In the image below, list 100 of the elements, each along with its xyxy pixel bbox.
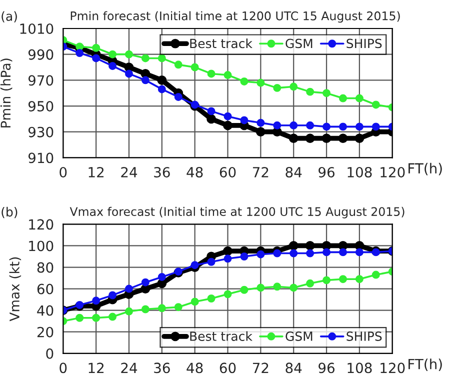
y-tick-label: 990 <box>28 49 54 60</box>
x-tick-label: 0 <box>60 166 67 178</box>
x-tick-label: 48 <box>186 166 203 178</box>
point <box>355 248 364 256</box>
point <box>124 307 133 316</box>
point <box>174 92 182 101</box>
point <box>174 303 182 312</box>
x-tick-label: 120 <box>380 166 405 178</box>
point <box>256 284 265 292</box>
point <box>158 54 166 62</box>
point <box>124 284 133 293</box>
point <box>338 94 347 102</box>
point <box>240 116 248 124</box>
point <box>290 284 298 292</box>
point <box>305 241 315 250</box>
point <box>354 134 364 144</box>
point <box>76 314 84 322</box>
point <box>355 275 364 284</box>
point <box>256 250 265 258</box>
x-tick-label: 48 <box>186 362 203 374</box>
point <box>224 254 232 263</box>
y-tick-label: 80 <box>37 262 54 273</box>
point <box>290 121 298 130</box>
point <box>322 276 331 284</box>
point <box>256 118 265 127</box>
point <box>306 121 314 130</box>
x-tick-label: 120 <box>380 362 405 374</box>
legend-label: Best track <box>190 331 252 341</box>
point <box>174 60 182 69</box>
point <box>141 76 150 84</box>
point <box>256 127 266 137</box>
x-tick-label: 36 <box>154 362 170 374</box>
point <box>92 54 100 62</box>
point <box>92 296 100 305</box>
y-tick-label: 930 <box>28 126 54 138</box>
x-axis-title: FT(h) <box>408 358 442 371</box>
y-axis-title: Pmin (hPa) <box>0 58 12 128</box>
point <box>206 114 216 124</box>
point <box>207 294 216 302</box>
legend-label: SHIPS <box>346 38 382 48</box>
x-tick-label: 24 <box>121 166 138 178</box>
point <box>108 50 117 58</box>
point <box>372 270 380 279</box>
point <box>124 70 133 78</box>
point <box>92 44 100 52</box>
point <box>207 70 216 78</box>
x-tick-label: 96 <box>318 166 334 178</box>
point <box>141 54 150 62</box>
legend-label: GSM <box>286 332 312 341</box>
point <box>338 134 348 144</box>
point <box>124 50 133 58</box>
x-tick-label: 84 <box>286 166 302 178</box>
legend-label: Best track <box>190 38 252 48</box>
point <box>158 304 166 312</box>
point <box>256 78 265 87</box>
point <box>158 85 166 94</box>
point <box>108 312 117 321</box>
point <box>290 82 298 91</box>
text: (a) <box>2 11 17 22</box>
point <box>157 75 167 85</box>
point <box>240 286 248 294</box>
point <box>108 291 117 300</box>
x-tick-label: 60 <box>220 362 236 374</box>
point <box>224 112 232 120</box>
point <box>306 88 314 96</box>
y-tick-label: 120 <box>29 219 54 230</box>
point <box>273 282 282 291</box>
point <box>288 134 298 144</box>
point <box>190 261 199 270</box>
point <box>355 122 364 131</box>
legend-label: SHIPS <box>346 332 382 341</box>
x-tick-label: 12 <box>88 166 104 178</box>
y-tick-label: 950 <box>28 100 54 112</box>
point <box>372 122 380 131</box>
point <box>141 305 150 314</box>
point <box>207 107 216 116</box>
point <box>207 258 216 266</box>
chart-title: Vmax forecast (Initial time at 1200 UTC 15 August 2015) <box>70 206 404 218</box>
point <box>190 63 199 72</box>
y-tick-label: 20 <box>37 326 54 338</box>
point <box>76 49 84 58</box>
point <box>338 122 347 131</box>
x-tick-label: 36 <box>154 166 170 178</box>
point <box>306 279 314 288</box>
point <box>223 246 232 256</box>
point <box>273 84 282 92</box>
y-tick-label: 60 <box>37 284 54 294</box>
point <box>224 71 232 80</box>
point <box>372 100 380 109</box>
point <box>141 278 150 286</box>
y-tick-label: 910 <box>28 152 54 164</box>
legend-label: GSM <box>286 38 312 48</box>
text: (b) <box>2 206 18 218</box>
point <box>322 89 331 98</box>
point <box>240 77 248 86</box>
point <box>322 248 331 256</box>
point <box>158 272 166 281</box>
x-tick-label: 108 <box>348 362 372 374</box>
point <box>290 249 298 258</box>
x-tick-label: 96 <box>318 362 334 374</box>
